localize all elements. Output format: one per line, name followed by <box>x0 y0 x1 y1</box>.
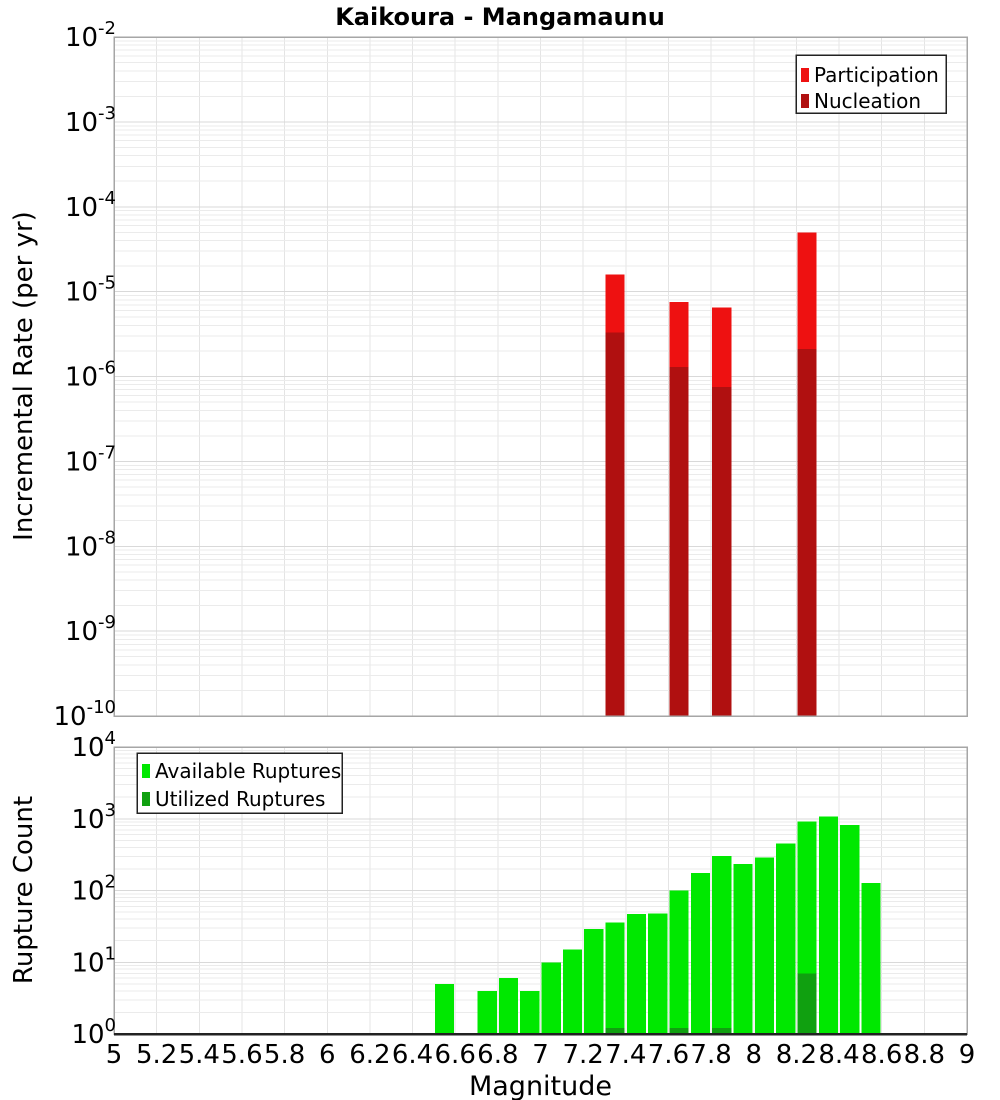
legend-label-available-ruptures: Available Ruptures <box>155 759 341 783</box>
bar-available-ruptures-7.85 <box>712 855 732 1034</box>
subplot-0: 10-2 10-3 10-4 10-5 10-6 10-7 10-8 10-9 10-10 Par… <box>54 18 968 732</box>
x-tick-label-5.8: 5.8 <box>264 1040 305 1070</box>
legend-swatch-available-ruptures-icon <box>142 764 150 778</box>
bar-available-ruptures-7.45 <box>626 914 647 1034</box>
bar-available-ruptures-7.05 <box>541 962 561 1034</box>
legend-box <box>136 752 343 814</box>
x-tick-label-6: 6 <box>319 1040 336 1070</box>
y-tick-label-10e1: 101 <box>71 943 116 978</box>
x-tick-label-6.4: 6.4 <box>392 1040 433 1070</box>
bar-available-ruptures-7.15 <box>562 949 583 1034</box>
x-tick-label-8: 8 <box>745 1040 762 1070</box>
bar-available-ruptures-7.25 <box>584 929 604 1034</box>
y-tick-label-10e-9: 10-9 <box>65 612 116 647</box>
bar-utilized-ruptures-7.85 <box>712 1028 732 1034</box>
bar-available-ruptures-7.75 <box>690 873 711 1034</box>
y-tick-label-10e-6: 10-6 <box>65 358 116 393</box>
bar-utilized-ruptures-7.65 <box>669 1028 689 1034</box>
bar-available-ruptures-8.05 <box>754 857 775 1034</box>
y-tick-label-10e0: 100 <box>71 1015 116 1050</box>
legend-counts: Available Ruptures Utilized Ruptures <box>136 752 343 814</box>
bar-utilized-ruptures-7.35 <box>605 1028 625 1034</box>
y-tick-label-10e3: 103 <box>71 800 116 835</box>
y-tick-label-10e4: 104 <box>71 728 116 763</box>
y-tick-label-10e-2: 10-2 <box>65 18 116 53</box>
x-tick-label-8.8: 8.8 <box>904 1040 945 1070</box>
plot-border <box>113 36 968 717</box>
x-tick-label-8.4: 8.4 <box>818 1040 859 1070</box>
bar-available-ruptures-6.75 <box>477 990 497 1034</box>
x-tick-label-8.2: 8.2 <box>776 1040 817 1070</box>
legend-label-utilized-ruptures: Utilized Ruptures <box>155 787 325 811</box>
x-tick-label-7.4: 7.4 <box>605 1040 646 1070</box>
x-axis-title: Magnitude <box>468 1071 613 1100</box>
x-tick-label-6.6: 6.6 <box>435 1040 476 1070</box>
x-tick-label-7: 7 <box>532 1040 549 1070</box>
bar-nucleation-7.85 <box>712 387 732 716</box>
bar-available-ruptures-7.35 <box>605 922 625 1034</box>
x-tick-label-7.6: 7.6 <box>648 1040 689 1070</box>
y-tick-label-10e-4: 10-4 <box>65 188 116 223</box>
x-tick-label-5.4: 5.4 <box>179 1040 220 1070</box>
x-tick-label-5: 5 <box>106 1040 123 1070</box>
y-tick-label-10e-5: 10-5 <box>65 273 116 308</box>
bar-nucleation-8.25 <box>797 349 817 716</box>
bar-available-ruptures-7.95 <box>733 863 753 1034</box>
legend-box <box>795 54 947 114</box>
y-tick-label-10e-8: 10-8 <box>65 527 116 562</box>
bar-utilized-ruptures-8.25 <box>797 973 817 1034</box>
x-tick-label-9: 9 <box>959 1040 976 1070</box>
bar-available-ruptures-7.55 <box>648 913 668 1034</box>
bar-available-ruptures-8.45 <box>840 825 860 1034</box>
y-tick-label-10e-3: 10-3 <box>65 103 116 138</box>
bar-nucleation-7.65 <box>669 366 689 716</box>
bar-available-ruptures-8.55 <box>861 883 881 1034</box>
y-tick-label-10e-7: 10-7 <box>65 442 116 477</box>
subplot-1: 100 101 102 103 104 5 5.2 5.4 5.6 5.8 6 6.2 6.4 6.6 6.… <box>71 728 975 1070</box>
legend-label-participation: Participation <box>814 63 939 87</box>
legend-swatch-utilized-ruptures-icon <box>142 792 150 806</box>
y-tick-label-10e2: 102 <box>71 872 116 907</box>
x-tick-label-6.2: 6.2 <box>349 1040 390 1070</box>
bar-available-ruptures-6.95 <box>520 990 540 1034</box>
legend-label-nucleation: Nucleation <box>814 89 921 113</box>
bar-available-ruptures-7.65 <box>669 890 689 1034</box>
x-tick-label-5.2: 5.2 <box>136 1040 177 1070</box>
legend-swatch-nucleation-icon <box>801 94 809 108</box>
bar-available-ruptures-8.15 <box>776 843 796 1034</box>
bar-nucleation-7.35 <box>605 332 625 716</box>
bar-available-ruptures-6.55 <box>434 983 455 1034</box>
x-tick-label-7.2: 7.2 <box>562 1040 603 1070</box>
chart-title: Kaikoura - Mangamaunu <box>335 3 665 31</box>
x-tick-label-7.8: 7.8 <box>690 1040 731 1070</box>
x-tick-label-6.8: 6.8 <box>477 1040 518 1070</box>
x-tick-label-8.6: 8.6 <box>861 1040 902 1070</box>
legend-swatch-participation-icon <box>801 68 809 82</box>
y-tick-label-10e-10: 10-10 <box>54 697 117 732</box>
x-tick-label-5.6: 5.6 <box>221 1040 262 1070</box>
bar-available-ruptures-8.35 <box>818 816 838 1034</box>
bar-available-ruptures-6.85 <box>498 978 519 1034</box>
